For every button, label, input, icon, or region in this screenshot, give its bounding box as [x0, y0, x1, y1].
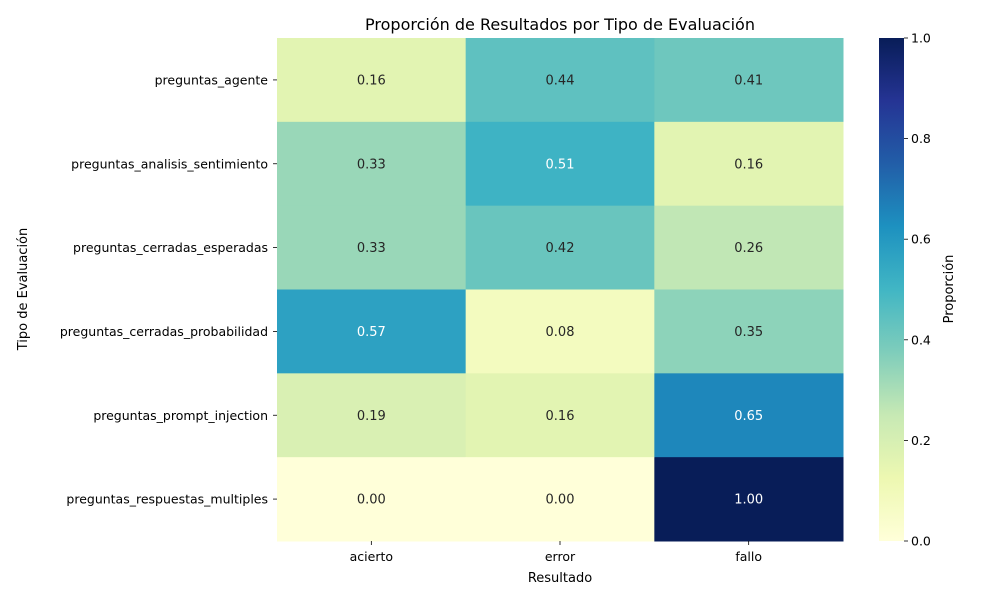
heatmap-cell	[465, 38, 655, 123]
colorbar-tick-label: 0.8	[911, 131, 931, 146]
cell-value-label: 0.26	[734, 241, 763, 256]
chart-title: Proporción de Resultados por Tipo de Eva…	[365, 15, 755, 34]
x-tick-label: error	[545, 549, 576, 564]
y-axis-label: Tipo de Evaluación	[16, 228, 31, 352]
heatmap-cell	[277, 38, 467, 123]
cell-value-label: 0.57	[357, 325, 386, 340]
x-tick-label: acierto	[350, 549, 393, 564]
cell-value-label: 0.00	[357, 493, 386, 508]
x-axis-label: Resultado	[528, 571, 592, 586]
heatmap-cell	[277, 205, 467, 290]
colorbar-tick-label: 0.2	[911, 433, 931, 448]
y-tick-label: preguntas_agente	[155, 72, 269, 87]
heatmap-cell	[654, 373, 844, 458]
heatmap-cells: 0.16 0.44 0.41 0.33 0.51 0.16 0.33 0.42 0.26 0.57…	[277, 38, 844, 542]
colorbar: 0.0 0.2 0.4 0.6 0.8 1.0 Proporción	[879, 31, 957, 549]
colorbar-tick-label: 0.0	[911, 534, 931, 549]
cell-value-label: 0.16	[734, 157, 763, 172]
cell-value-label: 0.44	[546, 73, 575, 88]
colorbar-tick-label: 1.0	[911, 31, 931, 46]
cell-value-label: 0.65	[734, 409, 763, 424]
cell-value-label: 0.33	[357, 241, 386, 256]
y-tick-label: preguntas_cerradas_probabilidad	[60, 324, 268, 339]
cell-value-label: 0.08	[546, 325, 575, 340]
heatmap-cell	[654, 457, 844, 542]
cell-value-label: 1.00	[734, 493, 763, 508]
colorbar-gradient	[879, 38, 904, 541]
heatmap-cell	[277, 121, 467, 207]
heatmap-cell	[277, 457, 467, 542]
cell-value-label: 0.16	[357, 73, 386, 88]
heatmap-cell	[465, 205, 655, 290]
colorbar-ticks: 0.0 0.2 0.4 0.6 0.8 1.0	[904, 31, 931, 549]
cell-value-label: 0.42	[546, 241, 575, 256]
heatmap-cell	[654, 121, 844, 207]
heatmap-cell	[654, 289, 844, 374]
cell-value-label: 0.00	[546, 493, 575, 508]
cell-value-label: 0.16	[546, 409, 575, 424]
colorbar-tick-label: 0.4	[911, 332, 931, 347]
heatmap-cell	[277, 373, 467, 458]
x-tick-label: fallo	[735, 549, 762, 564]
y-tick-label: preguntas_prompt_injection	[93, 408, 268, 423]
x-tick-labels: acierto error fallo	[350, 541, 762, 564]
y-tick-labels: preguntas_agente preguntas_analisis_senti…	[60, 72, 277, 507]
heatmap-cell	[465, 457, 655, 542]
heatmap-cell	[465, 121, 655, 207]
heatmap-cell	[654, 38, 844, 123]
y-tick-label: preguntas_respuestas_multiples	[66, 492, 268, 507]
colorbar-label: Proporción	[942, 255, 957, 324]
heatmap-cell	[465, 289, 655, 374]
cell-value-label: 0.41	[734, 73, 763, 88]
y-tick-label: preguntas_analisis_sentimiento	[71, 156, 268, 171]
cell-value-label: 0.33	[357, 157, 386, 172]
heatmap-cell	[654, 205, 844, 290]
cell-value-label: 0.51	[546, 157, 575, 172]
cell-value-label: 0.19	[357, 409, 386, 424]
y-tick-label: preguntas_cerradas_esperadas	[73, 240, 268, 255]
heatmap-cell	[465, 373, 655, 458]
colorbar-tick-label: 0.6	[911, 232, 931, 247]
heatmap-cell	[277, 289, 467, 374]
cell-value-label: 0.35	[734, 325, 763, 340]
